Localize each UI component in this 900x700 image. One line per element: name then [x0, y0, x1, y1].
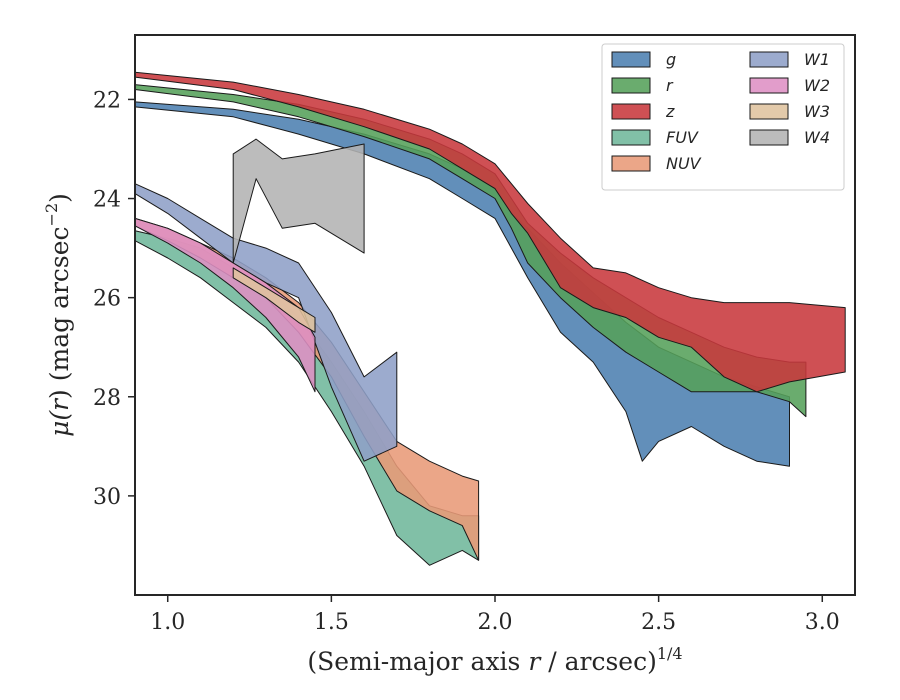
y-tick-label: 24	[93, 188, 121, 213]
series-band-w4	[232, 138, 365, 264]
y-axis-label-rest: ) (mag arcsec	[45, 226, 74, 399]
x-tick-label: 2.5	[641, 610, 676, 635]
x-axis-label-main: (Semi-major axis	[307, 647, 528, 676]
y-axis-label-exponent: −2	[42, 203, 61, 227]
x-tick-label: 1.5	[314, 610, 349, 635]
legend-swatch-fuv	[611, 129, 651, 146]
y-axis-label: μ(r) (mag arcsec−2)	[42, 193, 74, 437]
x-tick-label: 2.0	[478, 610, 513, 635]
legend-label-w1: W1	[804, 50, 830, 69]
x-axis-label: (Semi-major axis r / arcsec)1/4	[307, 644, 682, 676]
legend-swatch-r	[611, 77, 651, 94]
y-axis-label-var: r	[45, 397, 74, 411]
x-tick-label: 3.0	[805, 610, 840, 635]
y-axis-label-main: μ(	[45, 410, 74, 437]
x-tick-label: 1.0	[150, 610, 185, 635]
legend-label-w3: W3	[804, 102, 830, 121]
legend-swatch-w3	[749, 103, 789, 120]
legend-swatch-z	[611, 103, 651, 120]
legend: grz FUV NUV W1 W2 W3 W4	[601, 43, 845, 191]
legend-swatch-nuv	[611, 155, 651, 172]
legend-label-z: z	[665, 102, 675, 121]
legend-label-g: g	[666, 50, 676, 69]
x-axis-label-var: r	[528, 647, 542, 676]
x-axis-label-exponent: 1/4	[657, 644, 683, 663]
legend-label-nuv: NUV	[666, 154, 702, 173]
series-band-z	[134, 71, 846, 393]
y-tick-label: 30	[93, 485, 121, 510]
x-axis-label-rest: / arcsec)	[540, 647, 657, 676]
legend-label-w2: W2	[804, 76, 830, 95]
series-band-w3	[232, 267, 316, 333]
series-areas	[134, 71, 846, 566]
y-tick-label: 26	[93, 287, 121, 312]
y-tick-label: 22	[93, 88, 121, 113]
y-tick-label: 28	[93, 386, 121, 411]
legend-swatch-g	[611, 51, 651, 68]
y-axis-ticks: 22 24 26 28 30	[93, 88, 135, 510]
legend-swatch-w2	[749, 77, 789, 94]
legend-label-w4: W4	[804, 128, 830, 147]
legend-label-fuv: FUV	[666, 128, 699, 147]
legend-swatch-w1	[749, 51, 789, 68]
legend-swatch-w4	[749, 129, 789, 146]
legend-label-r: r	[666, 76, 674, 95]
x-axis-ticks: 1.0 1.5 2.0 2.5 3.0	[150, 595, 840, 635]
y-axis-label-close: )	[45, 193, 74, 203]
